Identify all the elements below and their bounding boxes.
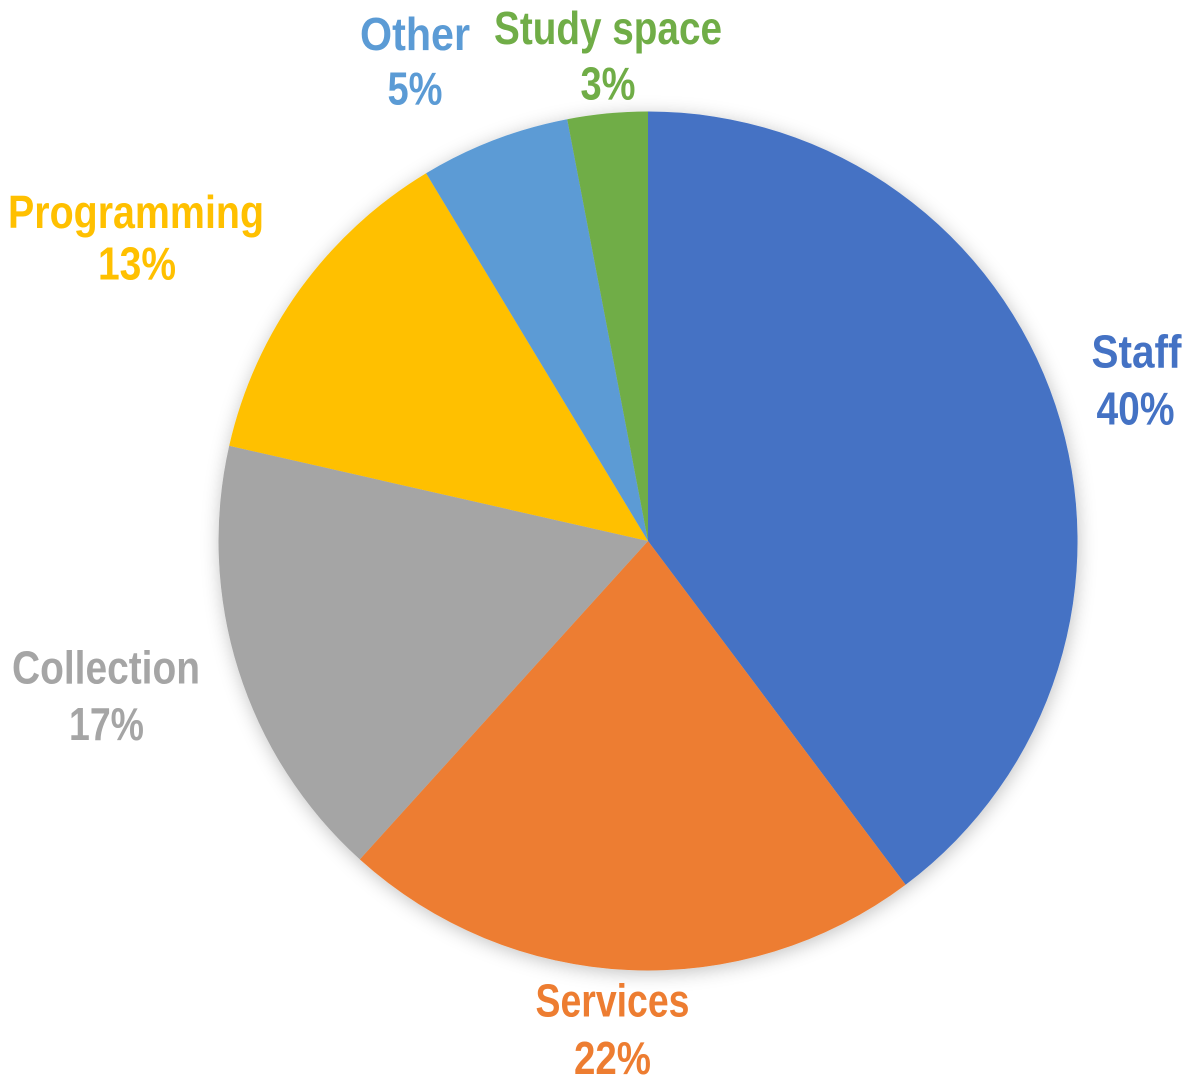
svg-text:Staff: Staff — [1092, 326, 1183, 378]
svg-text:3%: 3% — [581, 58, 636, 110]
svg-text:Study space: Study space — [494, 2, 722, 54]
svg-text:Programming: Programming — [8, 186, 264, 238]
svg-text:22%: 22% — [574, 1032, 651, 1081]
svg-text:5%: 5% — [388, 63, 443, 115]
svg-text:40%: 40% — [1097, 383, 1175, 435]
svg-text:Services: Services — [536, 975, 690, 1027]
svg-text:17%: 17% — [69, 698, 144, 750]
svg-text:13%: 13% — [98, 238, 176, 290]
svg-text:Other: Other — [360, 8, 470, 60]
svg-text:Collection: Collection — [12, 642, 200, 694]
